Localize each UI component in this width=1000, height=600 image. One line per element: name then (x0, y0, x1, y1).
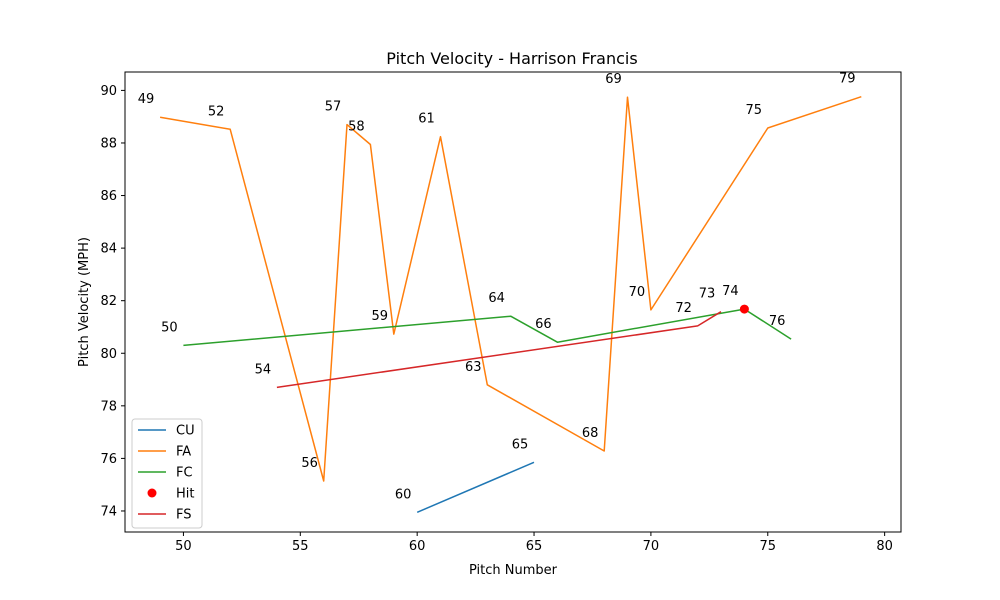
point-labels-layer: 49 50 52 54 56 57 58 59 60 61 63 64 65 66 68 69 70 72 73 74… (138, 72, 856, 503)
legend-label-fc: FC (176, 466, 193, 481)
legend-label-fa: FA (176, 445, 191, 460)
point-label: 49 (138, 92, 155, 107)
point-label: 56 (301, 456, 318, 471)
point-label: 76 (769, 314, 786, 329)
hits-layer (739, 304, 749, 314)
point-label: 75 (745, 103, 762, 118)
point-label: 60 (395, 487, 412, 502)
y-axis-label: Pitch Velocity (MPH) (77, 237, 92, 367)
chart-title: Pitch Velocity - Harrison Francis (386, 49, 637, 68)
x-tick-label: 75 (759, 539, 776, 554)
plot-area: 49 50 52 54 56 57 58 59 60 61 63 64 65 66 68 69 70 72 73 74… (138, 72, 862, 513)
x-tick-label: 50 (175, 539, 192, 554)
point-label: 68 (582, 426, 599, 441)
x-tick-label: 65 (526, 539, 543, 554)
legend-label-cu: CU (176, 424, 195, 439)
y-tick-label: 76 (100, 452, 117, 467)
y-tick-label: 78 (100, 399, 117, 414)
axes-frame (124, 71, 902, 533)
point-label: 69 (605, 72, 622, 87)
point-label: 73 (699, 287, 716, 302)
point-label: 70 (629, 285, 646, 300)
point-label: 72 (675, 301, 692, 316)
point-label: 50 (161, 320, 178, 335)
y-tick-label: 88 (100, 136, 117, 151)
point-label: 54 (255, 362, 272, 377)
legend-label-fs: FS (176, 508, 192, 523)
hit-marker (739, 304, 749, 314)
series-layer (159, 95, 862, 513)
x-tick-label: 70 (643, 539, 660, 554)
y-tick-label: 90 (100, 84, 117, 99)
point-label: 74 (722, 284, 739, 299)
series-line-cu (416, 461, 535, 513)
legend-swatch-hit (147, 488, 157, 498)
x-tick-label: 80 (876, 539, 893, 554)
y-tick-label: 74 (100, 504, 117, 519)
y-tick-label: 86 (100, 189, 117, 204)
point-label: 63 (465, 360, 482, 375)
point-label: 79 (839, 72, 856, 87)
x-tick-label: 55 (292, 539, 309, 554)
point-label: 64 (488, 291, 505, 306)
point-label: 61 (418, 112, 435, 127)
y-tick-label: 84 (100, 242, 117, 257)
x-tick-label: 60 (409, 539, 426, 554)
series-line-fs (276, 311, 722, 389)
series-line-fa (159, 95, 862, 482)
x-axis-label: Pitch Number (469, 563, 558, 578)
point-label: 59 (372, 309, 389, 324)
series-line-fc (183, 308, 792, 347)
y-tick-label: 80 (100, 347, 117, 362)
point-label: 66 (535, 317, 552, 332)
point-label: 65 (512, 437, 529, 452)
y-tick-label: 82 (100, 294, 117, 309)
point-label: 57 (325, 100, 342, 115)
legend-box (131, 418, 203, 529)
x-axis-ticks: 50 55 60 65 70 75 80 (175, 532, 893, 554)
point-label: 58 (348, 120, 365, 135)
y-axis-ticks: 74 76 78 80 82 84 86 88 90 (100, 84, 125, 519)
legend-label-hit: Hit (176, 487, 194, 502)
point-label: 52 (208, 104, 225, 119)
legend: CU FA FC Hit FS (131, 418, 203, 529)
